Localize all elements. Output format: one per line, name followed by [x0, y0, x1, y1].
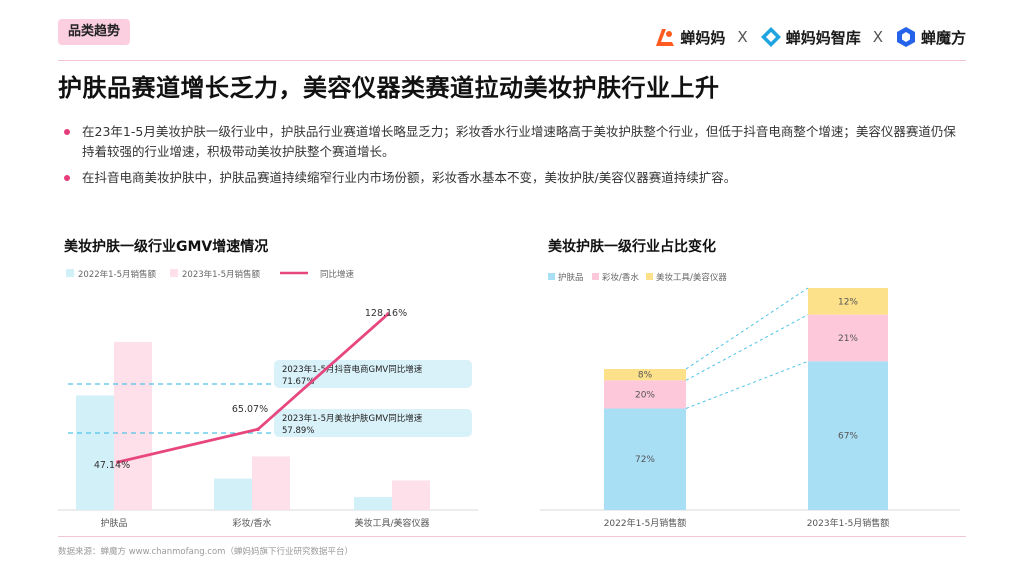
- legend-label: 2022年1-5月销售额: [78, 269, 157, 280]
- data-source: 数据来源：蝉魔方 www.chanmofang.com（蝉妈妈旗下行业研究数据平…: [58, 547, 353, 557]
- header-divider: [58, 60, 966, 61]
- segment-label: 8%: [638, 371, 653, 381]
- reference-callout: [274, 409, 472, 437]
- legend-label: 美妆工具/美容仪器: [656, 272, 727, 283]
- chanmama-logo: 蝉妈妈: [654, 26, 725, 48]
- logo-separator: X: [737, 28, 748, 46]
- legend-swatch: [646, 273, 653, 280]
- legend-swatch: [170, 269, 178, 277]
- reference-value: 71.67%: [282, 377, 314, 387]
- section-tag: 品类趋势: [58, 19, 131, 45]
- bar-2022: [76, 395, 114, 510]
- footer-divider: [58, 536, 966, 537]
- x-tick-label: 护肤品: [100, 517, 127, 529]
- x-tick-label: 2023年1-5月销售额: [807, 517, 890, 529]
- legend-label: 护肤品: [558, 272, 584, 283]
- bar-2022: [214, 478, 252, 510]
- reference-value: 57.89%: [282, 426, 314, 436]
- reference-callout: [274, 360, 472, 388]
- chanmofang-logo-text: 蝉魔方: [920, 28, 966, 47]
- chanmama-logo-icon: [656, 29, 675, 46]
- page-title: 护肤品赛道增长乏力，美容仪器类赛道拉动美妆护肤行业上升: [58, 74, 720, 102]
- reference-label: 2023年1-5月抖音电商GMV同比增速: [282, 364, 423, 375]
- stack-segment: [808, 314, 888, 362]
- growth-label: 128.16%: [365, 308, 407, 319]
- chanmama-zhiku-logo-text: 蝉妈妈智库: [785, 28, 861, 47]
- growth-point: [116, 460, 120, 464]
- bar-2023: [392, 480, 430, 510]
- chanmama-zhiku-logo-icon: [760, 27, 781, 47]
- x-tick-label: 2022年1-5月销售额: [604, 517, 687, 529]
- brand-logos: 蝉妈妈 X 蝉妈妈智库 X 蝉魔方: [654, 22, 966, 52]
- chanmama-logo-text: 蝉妈妈: [680, 28, 726, 47]
- share-change-chart: 护肤品 彩妆/香水 美妆工具/美容仪器 72% 20% 8% 2022年1-5月销售额 67%…: [540, 272, 960, 529]
- chanmama-zhiku-logo: 蝉妈妈智库: [760, 26, 861, 48]
- connector-line: [685, 360, 809, 409]
- stack-segment: [604, 408, 686, 510]
- x-tick-label: 彩妆/香水: [232, 517, 271, 529]
- bullet-item: 在23年1-5月美妆护肤一级行业中，护肤品行业赛道增长略显乏力；彩妆香水行业增速…: [58, 122, 958, 162]
- segment-label: 72%: [635, 455, 655, 465]
- bar-2022: [354, 497, 392, 510]
- bar-2023: [114, 341, 152, 510]
- connector-line: [685, 314, 809, 381]
- growth-label: 47.14%: [94, 460, 130, 471]
- chanmofang-logo-icon: [896, 27, 915, 47]
- segment-label: 12%: [838, 297, 858, 307]
- legend-label: 2023年1-5月销售额: [182, 269, 261, 280]
- bar-2023: [252, 456, 290, 510]
- chanmofang-logo: 蝉魔方: [895, 26, 966, 48]
- summary-bullets: 在23年1-5月美妆护肤一级行业中，护肤品行业赛道增长略显乏力；彩妆香水行业增速…: [58, 122, 958, 194]
- connector-line: [685, 287, 809, 370]
- legend-swatch: [66, 269, 74, 277]
- legend-swatch: [548, 273, 555, 280]
- stack-segment: [808, 288, 888, 315]
- legend-label: 同比增速: [320, 269, 355, 280]
- stack-segment: [604, 380, 686, 409]
- stack-segment: [808, 361, 888, 510]
- growth-point: [386, 312, 390, 316]
- segment-label: 20%: [635, 390, 655, 400]
- gmv-growth-chart-title: 美妆护肤一级行业GMV增速情况: [64, 239, 269, 255]
- segment-label: 67%: [838, 432, 858, 442]
- logo-separator: X: [872, 28, 883, 46]
- growth-label: 65.07%: [232, 404, 268, 415]
- growth-point: [256, 427, 260, 432]
- x-tick-label: 美妆工具/美容仪器: [354, 517, 429, 529]
- legend-label: 彩妆/香水: [602, 272, 639, 283]
- share-chart-title: 美妆护肤一级行业占比变化: [548, 239, 716, 255]
- legend-swatch: [592, 273, 599, 280]
- stack-segment: [604, 369, 686, 381]
- bullet-item: 在抖音电商美妆护肤中，护肤品赛道持续缩窄行业内市场份额，彩妆香水基本不变，美妆护…: [58, 168, 958, 188]
- segment-label: 21%: [838, 334, 858, 344]
- reference-label: 2023年1-5月美妆护肤GMV同比增速: [282, 413, 423, 424]
